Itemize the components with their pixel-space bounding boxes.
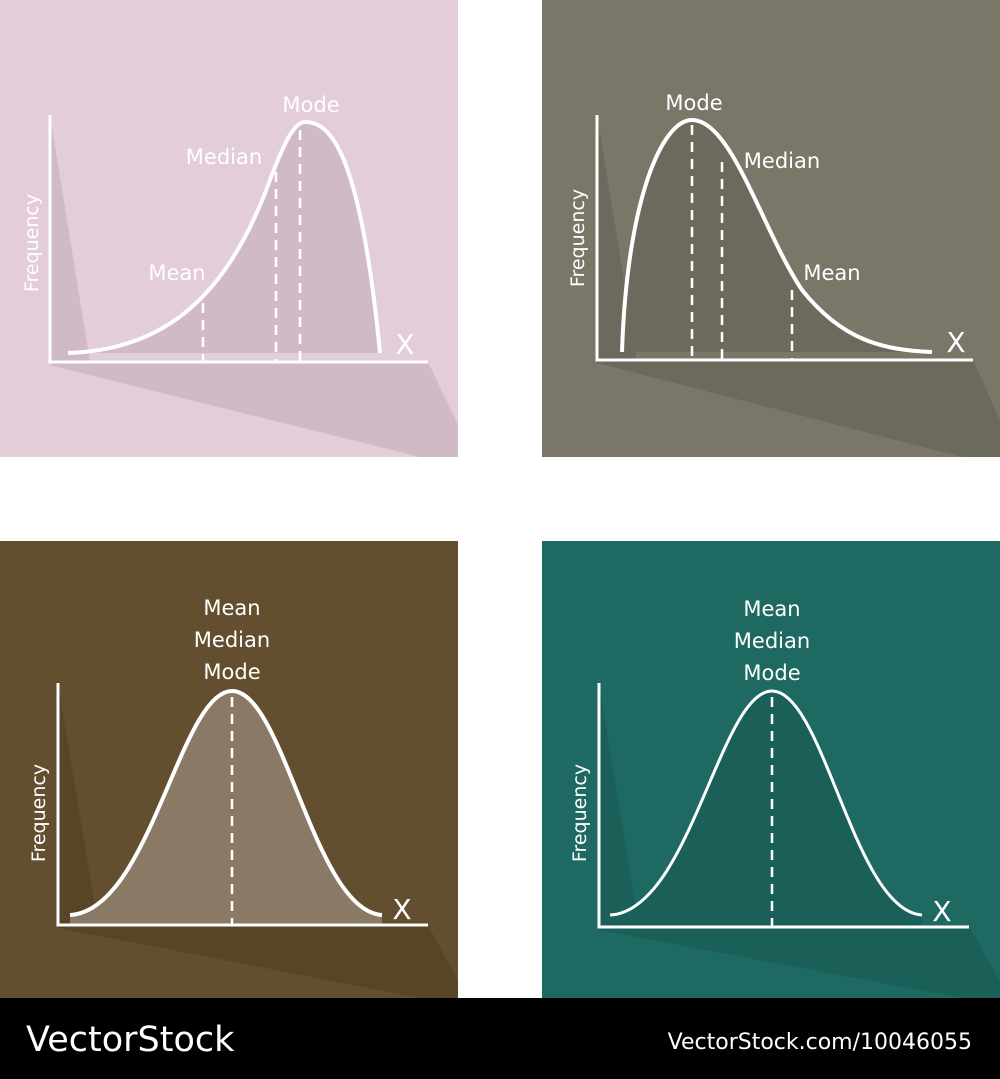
label: Mode (282, 93, 339, 117)
curve-fill (70, 691, 382, 925)
shadow (597, 115, 1000, 457)
panel-normal-2: Mean Median Mode Frequency X (542, 541, 1000, 998)
label: Mean (203, 596, 260, 620)
shadow (599, 683, 1000, 998)
label: Mean (743, 597, 800, 621)
curve-fill (68, 122, 380, 353)
footer-id: VectorStock.com/10046055 (668, 1030, 972, 1055)
axes (48, 115, 428, 364)
x-label: X (946, 326, 965, 359)
axes (56, 683, 428, 927)
curve (609, 689, 923, 917)
panel-normal-1: Mean Median Mode Frequency X (0, 541, 458, 998)
label: Mode (743, 661, 800, 685)
footer-brand: VectorStock (26, 1020, 235, 1060)
y-label: Frequency (569, 764, 591, 862)
y-label: Frequency (21, 194, 43, 292)
label: Mode (203, 660, 260, 684)
axes (597, 683, 969, 929)
x-label: X (392, 893, 411, 926)
panel-right-skew: Mode Median Mean Frequency X (542, 0, 1000, 457)
label: Mean (148, 261, 205, 285)
shadow (50, 115, 458, 457)
curve-fill (610, 691, 922, 927)
y-label: Frequency (28, 764, 50, 862)
label: Mode (665, 91, 722, 115)
curve (620, 117, 933, 354)
label: Median (186, 145, 262, 169)
label: Median (744, 149, 820, 173)
label: Mean (803, 261, 860, 285)
footer-bar (0, 998, 1000, 1079)
label: Median (194, 628, 270, 652)
shadow (58, 683, 458, 998)
label: Median (734, 629, 810, 653)
x-label: X (395, 328, 414, 361)
curve (69, 688, 383, 917)
y-label: Frequency (567, 189, 589, 287)
axes (595, 115, 973, 362)
curve-fill (622, 120, 932, 352)
x-label: X (932, 895, 951, 928)
panel-left-skew: Mode Median Mean Frequency X (0, 0, 458, 457)
curve (67, 119, 382, 355)
